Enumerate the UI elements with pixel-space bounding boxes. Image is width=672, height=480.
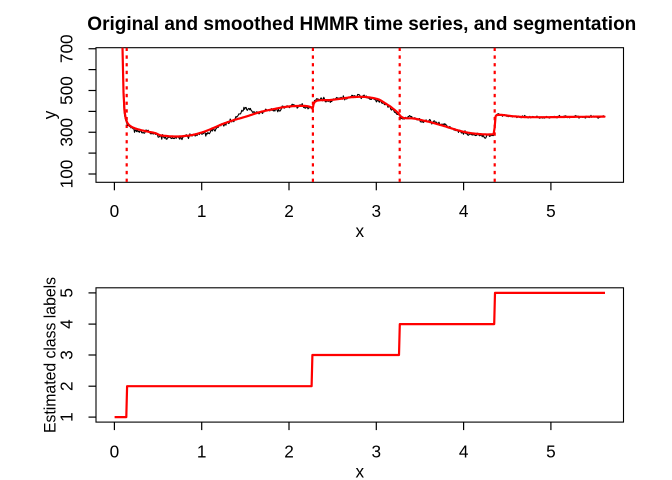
svg-text:1: 1 [57, 412, 77, 422]
svg-text:Original and smoothed HMMR tim: Original and smoothed HMMR time series, … [87, 14, 636, 35]
svg-text:4: 4 [57, 319, 77, 329]
svg-text:0: 0 [110, 201, 120, 221]
svg-text:100: 100 [56, 160, 76, 189]
svg-text:5: 5 [546, 201, 556, 221]
svg-text:Estimated class labels: Estimated class labels [40, 277, 59, 433]
svg-text:1: 1 [197, 442, 207, 462]
svg-text:2: 2 [284, 201, 294, 221]
svg-text:300: 300 [56, 118, 76, 147]
svg-text:3: 3 [372, 442, 382, 462]
svg-text:700: 700 [56, 34, 76, 63]
svg-text:1: 1 [197, 201, 207, 221]
svg-text:3: 3 [372, 201, 382, 221]
svg-text:y: y [39, 110, 59, 119]
svg-text:2: 2 [284, 442, 294, 462]
svg-text:3: 3 [57, 350, 77, 360]
svg-text:x: x [356, 221, 365, 241]
svg-text:500: 500 [56, 76, 76, 105]
svg-text:4: 4 [459, 442, 469, 462]
svg-text:5: 5 [57, 288, 77, 298]
svg-text:2: 2 [57, 381, 77, 391]
svg-text:5: 5 [546, 442, 556, 462]
svg-text:0: 0 [110, 442, 120, 462]
svg-text:4: 4 [459, 201, 469, 221]
svg-text:x: x [356, 462, 365, 480]
